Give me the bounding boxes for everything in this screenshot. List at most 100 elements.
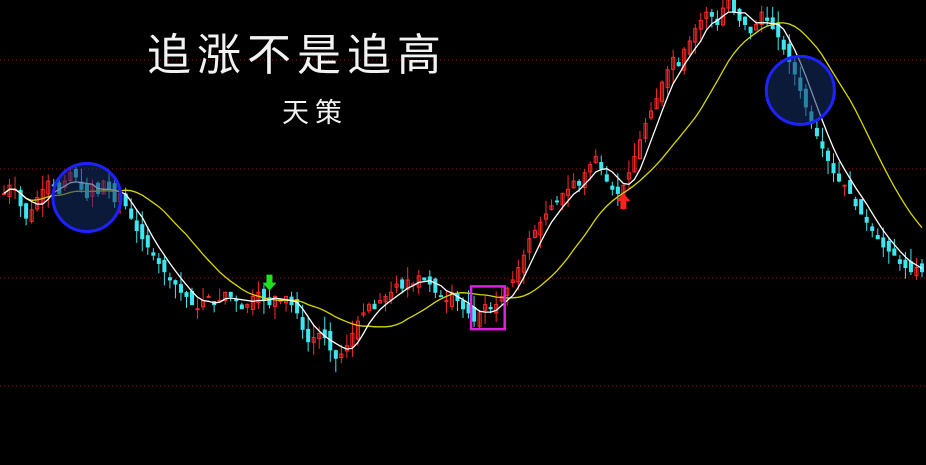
candle-body	[134, 220, 139, 231]
candle-body	[626, 172, 631, 180]
candle-body	[245, 304, 250, 308]
candle-body	[892, 248, 897, 256]
candle-body	[477, 312, 482, 327]
candle-body	[665, 69, 670, 89]
candle-body	[173, 280, 178, 285]
candle-body	[870, 226, 875, 231]
candle-body	[488, 306, 493, 310]
arrow-up-icon	[616, 193, 631, 210]
candle-body	[814, 127, 819, 137]
candle-body	[759, 11, 764, 26]
candle-body	[267, 297, 272, 306]
candle-body	[322, 329, 327, 339]
candle-body	[765, 17, 770, 21]
candle-body	[743, 16, 748, 25]
candle-body	[46, 180, 51, 195]
candle-body	[588, 164, 593, 173]
candle-body	[350, 332, 355, 348]
candle-body	[449, 291, 454, 307]
candle-body	[549, 205, 554, 211]
candle-body	[643, 122, 648, 139]
arrow-down-icon	[262, 274, 277, 291]
candle-body	[438, 295, 443, 298]
candle-body	[333, 350, 338, 359]
candle-body	[272, 295, 277, 307]
candle-body	[499, 295, 504, 302]
candle-body	[903, 259, 908, 269]
candle-body	[29, 209, 34, 222]
highlight-circle	[764, 54, 836, 126]
candle-body	[848, 180, 853, 194]
candle-body	[676, 62, 681, 67]
chart-title: 追涨不是追高	[147, 30, 447, 81]
candle-body	[671, 56, 676, 70]
candle-body	[40, 188, 45, 204]
candle-body	[366, 304, 372, 312]
candle-body	[754, 23, 759, 31]
candle-body	[820, 141, 825, 149]
candle-body	[748, 26, 753, 34]
candle-body	[239, 304, 244, 310]
candle-body	[1, 192, 7, 195]
candle-body	[554, 200, 560, 203]
candle-body	[466, 303, 471, 314]
candle-body	[405, 279, 410, 290]
candle-body	[693, 28, 698, 43]
candle-body	[261, 288, 266, 302]
candle-body	[682, 48, 687, 71]
candle-body	[422, 277, 427, 281]
candle-body	[532, 229, 537, 238]
candle-body	[416, 275, 421, 288]
candle-body	[582, 172, 587, 189]
candle-body	[571, 180, 576, 189]
candle-body	[649, 110, 654, 119]
candle-body	[593, 155, 598, 164]
candle-body	[306, 328, 311, 343]
candle-body	[615, 186, 620, 194]
candle-body	[156, 258, 161, 264]
candle-body	[521, 254, 526, 273]
candle-body	[228, 291, 233, 297]
candle-body	[256, 291, 261, 303]
candle-body	[781, 39, 786, 50]
candle-body	[632, 155, 637, 173]
candle-body	[859, 199, 864, 215]
ma-fast-line	[3, 11, 923, 350]
candle-body	[566, 188, 571, 196]
candle-body	[433, 278, 438, 293]
candle-body	[897, 259, 902, 264]
candle-body	[206, 295, 211, 298]
candle-body	[704, 11, 709, 19]
candle-body	[295, 299, 300, 314]
highlight-circle	[51, 162, 123, 234]
candle-body	[234, 299, 239, 302]
candle-body	[223, 291, 228, 302]
candle-body	[510, 279, 515, 283]
candle-body	[483, 304, 488, 311]
candle-body	[864, 216, 869, 223]
candle-body	[311, 337, 316, 343]
candle-body	[654, 98, 659, 110]
candle-body	[516, 267, 521, 283]
candle-body	[604, 174, 609, 182]
candle-body	[660, 81, 665, 103]
candle-body	[687, 40, 692, 55]
candle-body	[178, 284, 183, 293]
candle-body	[195, 308, 200, 311]
chart-subtitle: 天策	[282, 98, 348, 129]
candle-body	[527, 238, 532, 253]
candle-body	[853, 198, 858, 207]
candle-body	[698, 19, 703, 30]
candle-body	[610, 185, 615, 190]
candle-body	[300, 317, 305, 330]
candle-body	[24, 203, 29, 219]
candle-body	[383, 295, 388, 303]
candle-body	[914, 267, 919, 277]
annotations	[51, 54, 836, 331]
breakout-box	[469, 285, 506, 331]
candle-body	[720, 7, 725, 26]
candle-body	[167, 277, 172, 281]
candle-body	[543, 213, 548, 220]
candle-body	[140, 224, 145, 240]
candle-body	[737, 8, 742, 21]
